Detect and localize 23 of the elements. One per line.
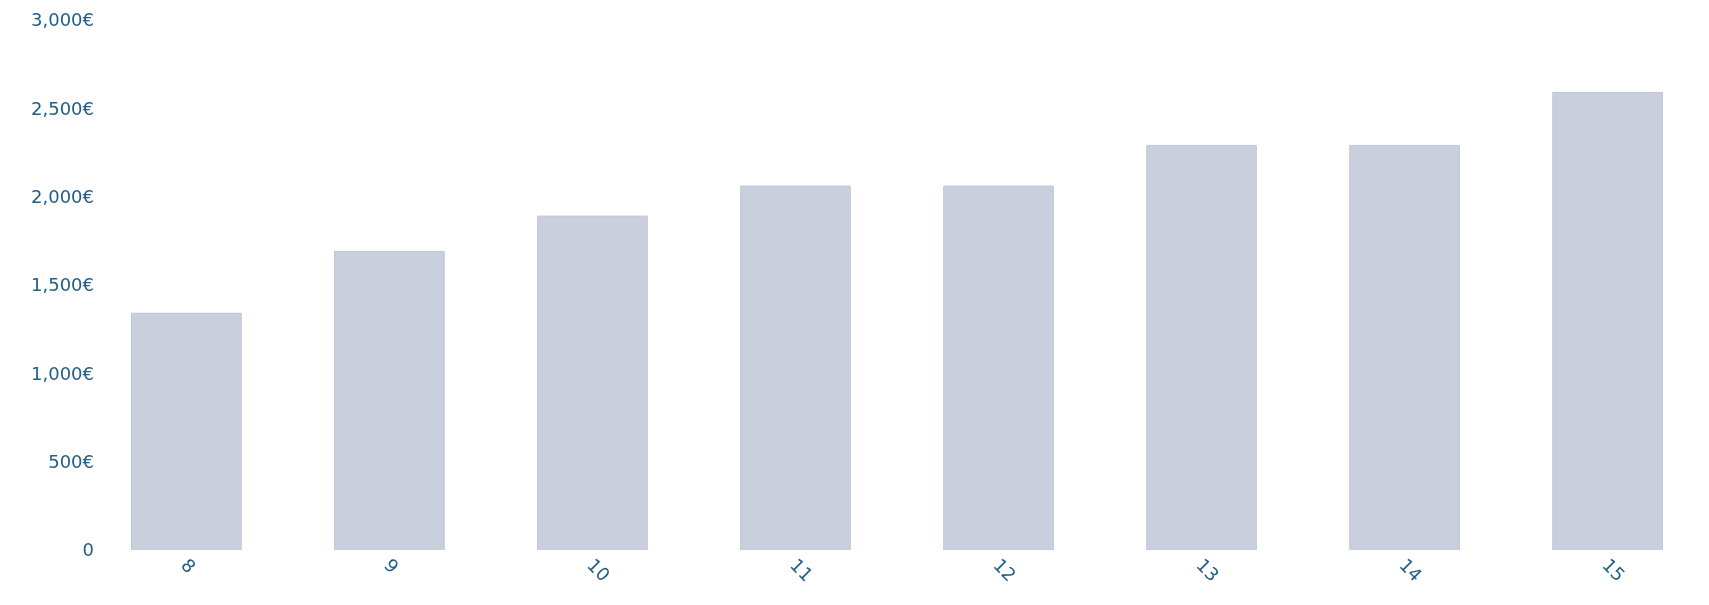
x-tick-label: 13 — [1192, 554, 1224, 586]
x-tick-label: 9 — [380, 554, 404, 578]
bar — [1552, 91, 1663, 550]
x-tick-label: 11 — [786, 554, 818, 586]
y-tick-label: 1,000€ — [31, 362, 94, 384]
y-tick-label: 2,500€ — [31, 97, 94, 119]
bar — [943, 185, 1054, 550]
bar — [334, 250, 445, 550]
bar — [1146, 144, 1257, 550]
y-tick-label: 1,500€ — [31, 274, 94, 296]
y-tick-label: 0 — [82, 539, 94, 561]
bar — [1349, 144, 1460, 550]
y-tick-label: 3,000€ — [31, 9, 94, 31]
x-tick-label: 8 — [177, 554, 201, 578]
bar — [131, 312, 242, 550]
x-tick-label: 15 — [1598, 554, 1630, 586]
x-tick-label: 12 — [989, 554, 1021, 586]
bar — [740, 185, 851, 550]
y-tick-label: 2,000€ — [31, 185, 94, 207]
bar — [537, 215, 648, 550]
x-tick-label: 10 — [583, 554, 615, 586]
y-tick-label: 500€ — [48, 450, 94, 472]
x-tick-label: 14 — [1395, 554, 1427, 586]
